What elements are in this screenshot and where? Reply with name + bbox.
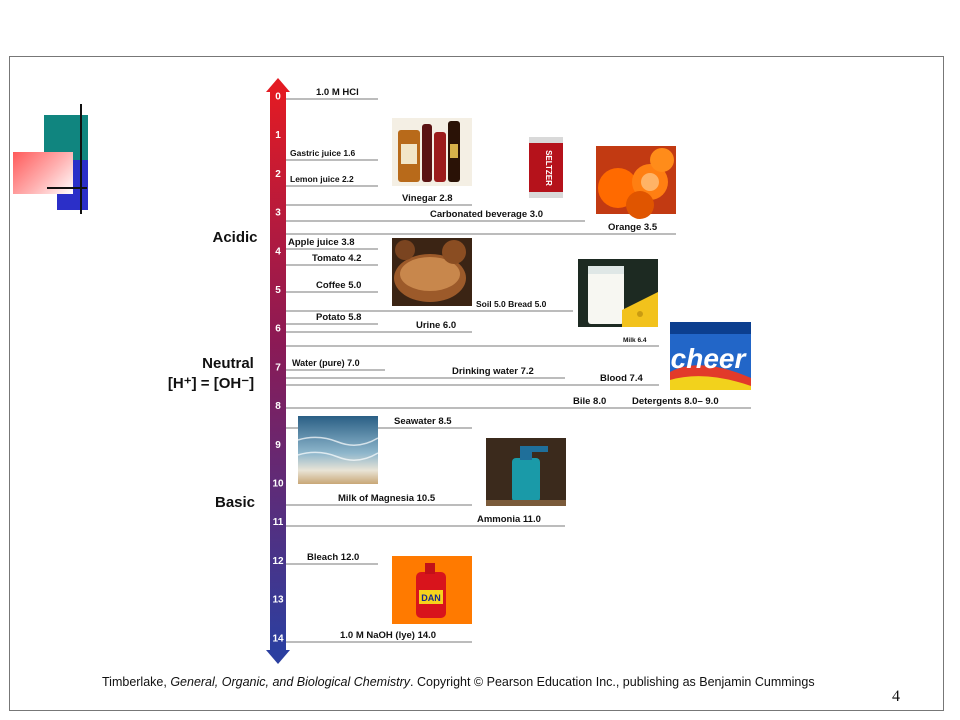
substance-label-lemon: Lemon juice 2.2	[290, 174, 354, 184]
neutral-label: Neutral	[202, 355, 254, 372]
acidic-label: Acidic	[212, 229, 257, 246]
vinegar-bottles-photo	[392, 118, 472, 186]
ph-tick-2: 2	[275, 169, 281, 180]
substance-label-milk: Milk 6.4	[623, 337, 647, 344]
milk-glass-photo	[578, 259, 658, 327]
substance-label-coffee: Coffee 5.0	[316, 280, 361, 291]
ph-tick-4: 4	[275, 246, 281, 257]
credit-book-title: General, Organic, and Biological Chemist…	[170, 675, 411, 689]
ph-tick-7: 7	[275, 362, 281, 373]
svg-text:cheer: cheer	[671, 343, 748, 374]
substance-label-potato: Potato 5.8	[316, 312, 361, 323]
substance-label-urine: Urine 6.0	[416, 320, 456, 331]
substance-label-soil-bread: Soil 5.0 Bread 5.0	[476, 299, 547, 309]
svg-text:DAN: DAN	[421, 593, 441, 603]
detergent-box-photo: cheer	[670, 322, 751, 390]
substance-label-detergents: Detergents 8.0– 9.0	[632, 396, 719, 407]
slide-frame	[9, 56, 944, 711]
ph-tick-10: 10	[272, 479, 284, 490]
credit-suffix: . Copyright © Pearson Education Inc., pu…	[410, 675, 815, 689]
svg-text:SELTZER: SELTZER	[544, 150, 553, 186]
ph-tick-5: 5	[275, 285, 281, 296]
basic-label: Basic	[215, 494, 255, 511]
substance-label-orange: Orange 3.5	[608, 222, 658, 233]
page-number: 4	[892, 688, 900, 705]
ph-tick-12: 12	[272, 556, 284, 567]
substance-label-bleach: Bleach 12.0	[307, 552, 359, 563]
ph-axis-bar	[270, 90, 286, 652]
axis-arrow-up-icon	[266, 78, 290, 92]
ph-tick-8: 8	[275, 401, 281, 412]
substance-label-apple: Apple juice 3.8	[288, 237, 355, 248]
substance-label-seawater: Seawater 8.5	[394, 416, 452, 427]
ph-tick-13: 13	[272, 595, 284, 606]
bread-photo	[392, 238, 472, 306]
substance-label-hcl: 1.0 M HCl	[316, 87, 359, 98]
substance-label-naoh: 1.0 M NaOH (lye) 14.0	[340, 630, 436, 641]
substance-label-blood: Blood 7.4	[600, 373, 643, 384]
neutral-formula-label: [H⁺] = [OH⁻]	[168, 375, 254, 392]
oranges-photo	[596, 146, 676, 219]
soda-can-photo: SELTZER	[529, 137, 563, 198]
substance-label-gastric: Gastric juice 1.6	[290, 148, 355, 158]
substance-label-drinking-water: Drinking water 7.2	[452, 366, 534, 377]
horizontal-line-decoration	[47, 187, 87, 189]
credit-line: Timberlake, General, Organic, and Biolog…	[102, 675, 815, 689]
ph-tick-11: 11	[273, 517, 284, 528]
substance-label-tomato: Tomato 4.2	[312, 253, 361, 264]
seawater-photo	[297, 416, 379, 484]
substance-label-ammonia: Ammonia 11.0	[477, 514, 541, 525]
ph-tick-9: 9	[275, 440, 281, 451]
bleach-bottle-photo: DAN	[392, 556, 472, 624]
axis-arrow-down-icon	[266, 650, 290, 664]
substance-label-water: Water (pure) 7.0	[292, 358, 360, 368]
substance-label-bile: Bile 8.0	[573, 396, 606, 407]
credit-prefix: Timberlake,	[102, 675, 171, 689]
ph-tick-6: 6	[275, 324, 281, 335]
substance-label-carbonated: Carbonated beverage 3.0	[430, 209, 543, 220]
ph-tick-3: 3	[275, 208, 281, 219]
substance-label-vinegar: Vinegar 2.8	[402, 193, 453, 204]
ammonia-bottle-photo	[486, 438, 566, 506]
vertical-line-decoration	[80, 104, 82, 214]
ph-tick-1: 1	[275, 130, 281, 141]
ph-tick-0: 0	[275, 92, 281, 103]
ph-tick-14: 14	[272, 633, 284, 644]
substance-label-magnesia: Milk of Magnesia 10.5	[338, 493, 436, 504]
